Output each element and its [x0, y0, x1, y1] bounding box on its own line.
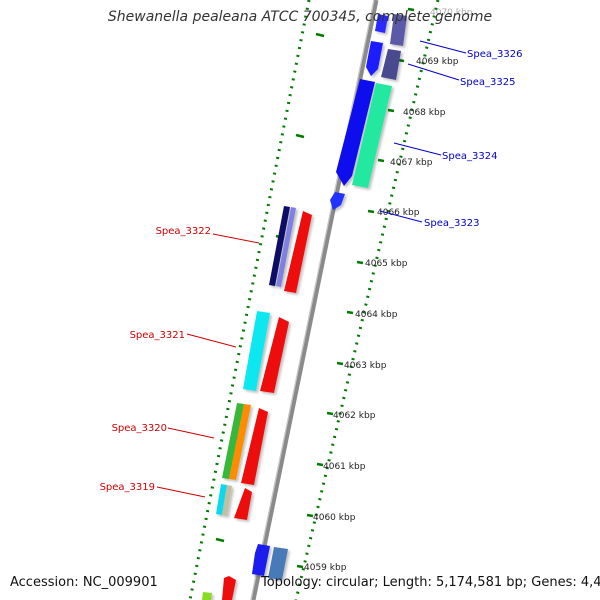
kbp-label: 4066 kbp — [377, 208, 420, 218]
forward-genes — [330, 14, 407, 210]
gene-spea-3326-a — [375, 14, 388, 33]
gene-label-spea-3322: Spea_3322 — [156, 226, 211, 237]
gene-spea-3326-b — [390, 14, 407, 46]
kbp-label: 4068 kbp — [403, 108, 446, 118]
gene-spea-3322-c — [284, 211, 312, 293]
kbp-label: 4070 kbp — [430, 8, 473, 18]
genome-title: Shewanella pealeana ATCC 700345, complet… — [107, 9, 493, 25]
gene-spea-3322-b — [276, 207, 296, 287]
gene-spea-3325 — [381, 49, 401, 80]
gene-spea-3320-b — [229, 404, 251, 480]
gene-label-spea-3324: Spea_3324 — [442, 151, 497, 162]
gene-bottom-d — [202, 592, 212, 600]
gene-spea-3323 — [330, 192, 345, 210]
kbp-label: 4060 kbp — [313, 513, 356, 523]
topology-text: Topology: circular; Length: 5,174,581 bp… — [261, 575, 600, 590]
gene-label-spea-3323: Spea_3323 — [424, 218, 479, 229]
inner-track-ticks — [296, 7, 415, 569]
kbp-label: 4067 kbp — [390, 158, 433, 168]
gene-label-spea-3326: Spea_3326 — [467, 49, 522, 60]
kbp-label: 4062 kbp — [333, 411, 376, 421]
kbp-label: 4064 kbp — [355, 310, 398, 320]
inner-dotted-track — [294, 0, 440, 600]
gene-bottom-a — [252, 544, 270, 576]
gene-spea-3324-b — [352, 83, 392, 188]
reverse-genes — [202, 206, 312, 600]
gene-spea-3322-a — [269, 206, 290, 286]
gene-spea-3324-a — [336, 79, 375, 186]
gene-bottom-c — [222, 576, 236, 600]
gene-spea-3319-c — [234, 488, 252, 520]
kbp-label: 4069 kbp — [416, 57, 459, 67]
gene-spea-3320-a — [222, 403, 244, 479]
kbp-tick-labels: 4059 kbp 4060 kbp 4061 kbp 4062 kbp 4063… — [304, 8, 473, 573]
kbp-label: 4063 kbp — [344, 361, 387, 371]
gene-spea-3326-c — [366, 41, 383, 76]
gene-spea-3319-a — [216, 484, 227, 515]
outer-dotted-track — [188, 0, 311, 600]
kbp-label: 4065 kbp — [365, 259, 408, 269]
kbp-label: 4059 kbp — [304, 563, 347, 573]
gene-label-spea-3321: Spea_3321 — [130, 330, 185, 341]
label-leaders — [156, 40, 467, 498]
gene-spea-3319-b — [222, 485, 232, 516]
gene-label-spea-3319: Spea_3319 — [100, 482, 155, 493]
gene-label-spea-3320: Spea_3320 — [112, 423, 167, 434]
gene-bottom-b — [268, 547, 288, 580]
gene-label-spea-3325: Spea_3325 — [460, 77, 515, 88]
kbp-label: 4061 kbp — [323, 462, 366, 472]
gene-spea-3320-c — [241, 408, 268, 485]
gene-spea-3321-a — [243, 311, 270, 391]
gene-spea-3321-b — [260, 317, 289, 393]
accession-text: Accession: NC_009901 — [10, 575, 158, 590]
